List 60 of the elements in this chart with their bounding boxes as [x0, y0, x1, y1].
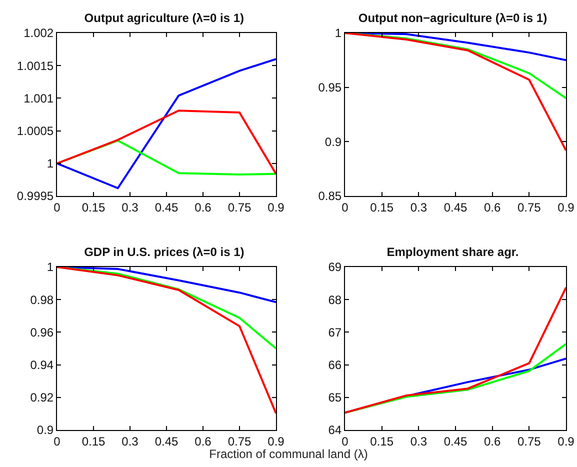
line-series — [57, 110, 276, 175]
y-tick-label: 1 — [46, 156, 54, 171]
x-tick-label: 0.3 — [410, 434, 428, 448]
x-tick-label: 0.75 — [228, 434, 252, 448]
x-tick-label: 0.3 — [122, 434, 139, 448]
x-tick-label: 0.3 — [410, 200, 428, 214]
y-tick-label: 0.9 — [324, 134, 342, 149]
y-tick-label: 0.85 — [318, 189, 342, 204]
x-tick-label: 0 — [342, 434, 349, 448]
x-tick-label: 0.6 — [194, 434, 212, 448]
x-tick-label: 0.45 — [154, 200, 178, 214]
y-tick-label: 0.96 — [30, 325, 54, 340]
x-tick-label: 0.6 — [484, 200, 501, 214]
y-tick-label: 66 — [328, 358, 342, 372]
x-tick-label: 0.9 — [268, 434, 285, 448]
x-tick-label: 0.15 — [82, 434, 106, 448]
x-tick-label: 0.6 — [484, 434, 501, 448]
x-axis-title: Fraction of communal land (λ) — [208, 447, 369, 461]
x-tick-label: 0.15 — [370, 200, 394, 214]
chart-title: Output agriculture (λ=0 is 1) — [84, 11, 244, 25]
y-tick-label: 0.94 — [30, 358, 54, 372]
y-tick-label: 68 — [328, 292, 342, 307]
y-tick-label: 0.98 — [30, 292, 54, 307]
x-tick-label: 0.9 — [268, 200, 285, 214]
line-series — [57, 58, 276, 190]
x-tick-label: 0.45 — [154, 434, 178, 448]
x-tick-label: 0.75 — [228, 200, 252, 214]
y-tick-label: 0.9 — [36, 423, 54, 438]
chart-title: Employment share agr. — [386, 245, 519, 259]
x-tick-label: 0.3 — [122, 200, 139, 214]
y-tick-label: 67 — [328, 325, 342, 340]
x-tick-label: 0.6 — [194, 200, 212, 214]
chart-title: GDP in U.S. prices (λ=0 is 1) — [84, 245, 244, 259]
y-tick-label: 1.0005 — [16, 124, 54, 138]
x-tick-label: 0 — [54, 200, 61, 214]
x-tick-label: 0.45 — [444, 434, 468, 448]
line-series — [57, 267, 276, 414]
line-series — [345, 286, 566, 414]
line-series — [345, 33, 566, 152]
chart-title: Output non−agriculture (λ=0 is 1) — [358, 11, 548, 25]
x-tick-label: 0.75 — [517, 434, 542, 448]
y-tick-label: 1 — [334, 26, 342, 40]
x-tick-label: 0.9 — [558, 434, 575, 448]
x-tick-label: 0.9 — [558, 200, 575, 214]
y-tick-label: 69 — [328, 260, 342, 274]
y-tick-label: 0.95 — [318, 80, 342, 95]
x-tick-label: 0.15 — [370, 434, 394, 448]
y-tick-label: 1.001 — [24, 91, 54, 106]
y-tick-label: 0.92 — [30, 390, 54, 405]
y-tick-label: 65 — [328, 390, 342, 405]
x-tick-label: 0.45 — [444, 200, 468, 214]
x-tick-label: 0 — [54, 434, 61, 448]
x-tick-label: 0.75 — [517, 200, 542, 214]
x-tick-label: 0.15 — [82, 200, 106, 214]
y-tick-label: 1.002 — [24, 26, 54, 40]
y-tick-label: 64 — [328, 423, 342, 438]
y-tick-label: 0.9995 — [16, 189, 54, 204]
y-tick-label: 1 — [46, 260, 54, 274]
y-tick-label: 1.0015 — [16, 58, 54, 73]
x-tick-label: 0 — [342, 200, 349, 214]
